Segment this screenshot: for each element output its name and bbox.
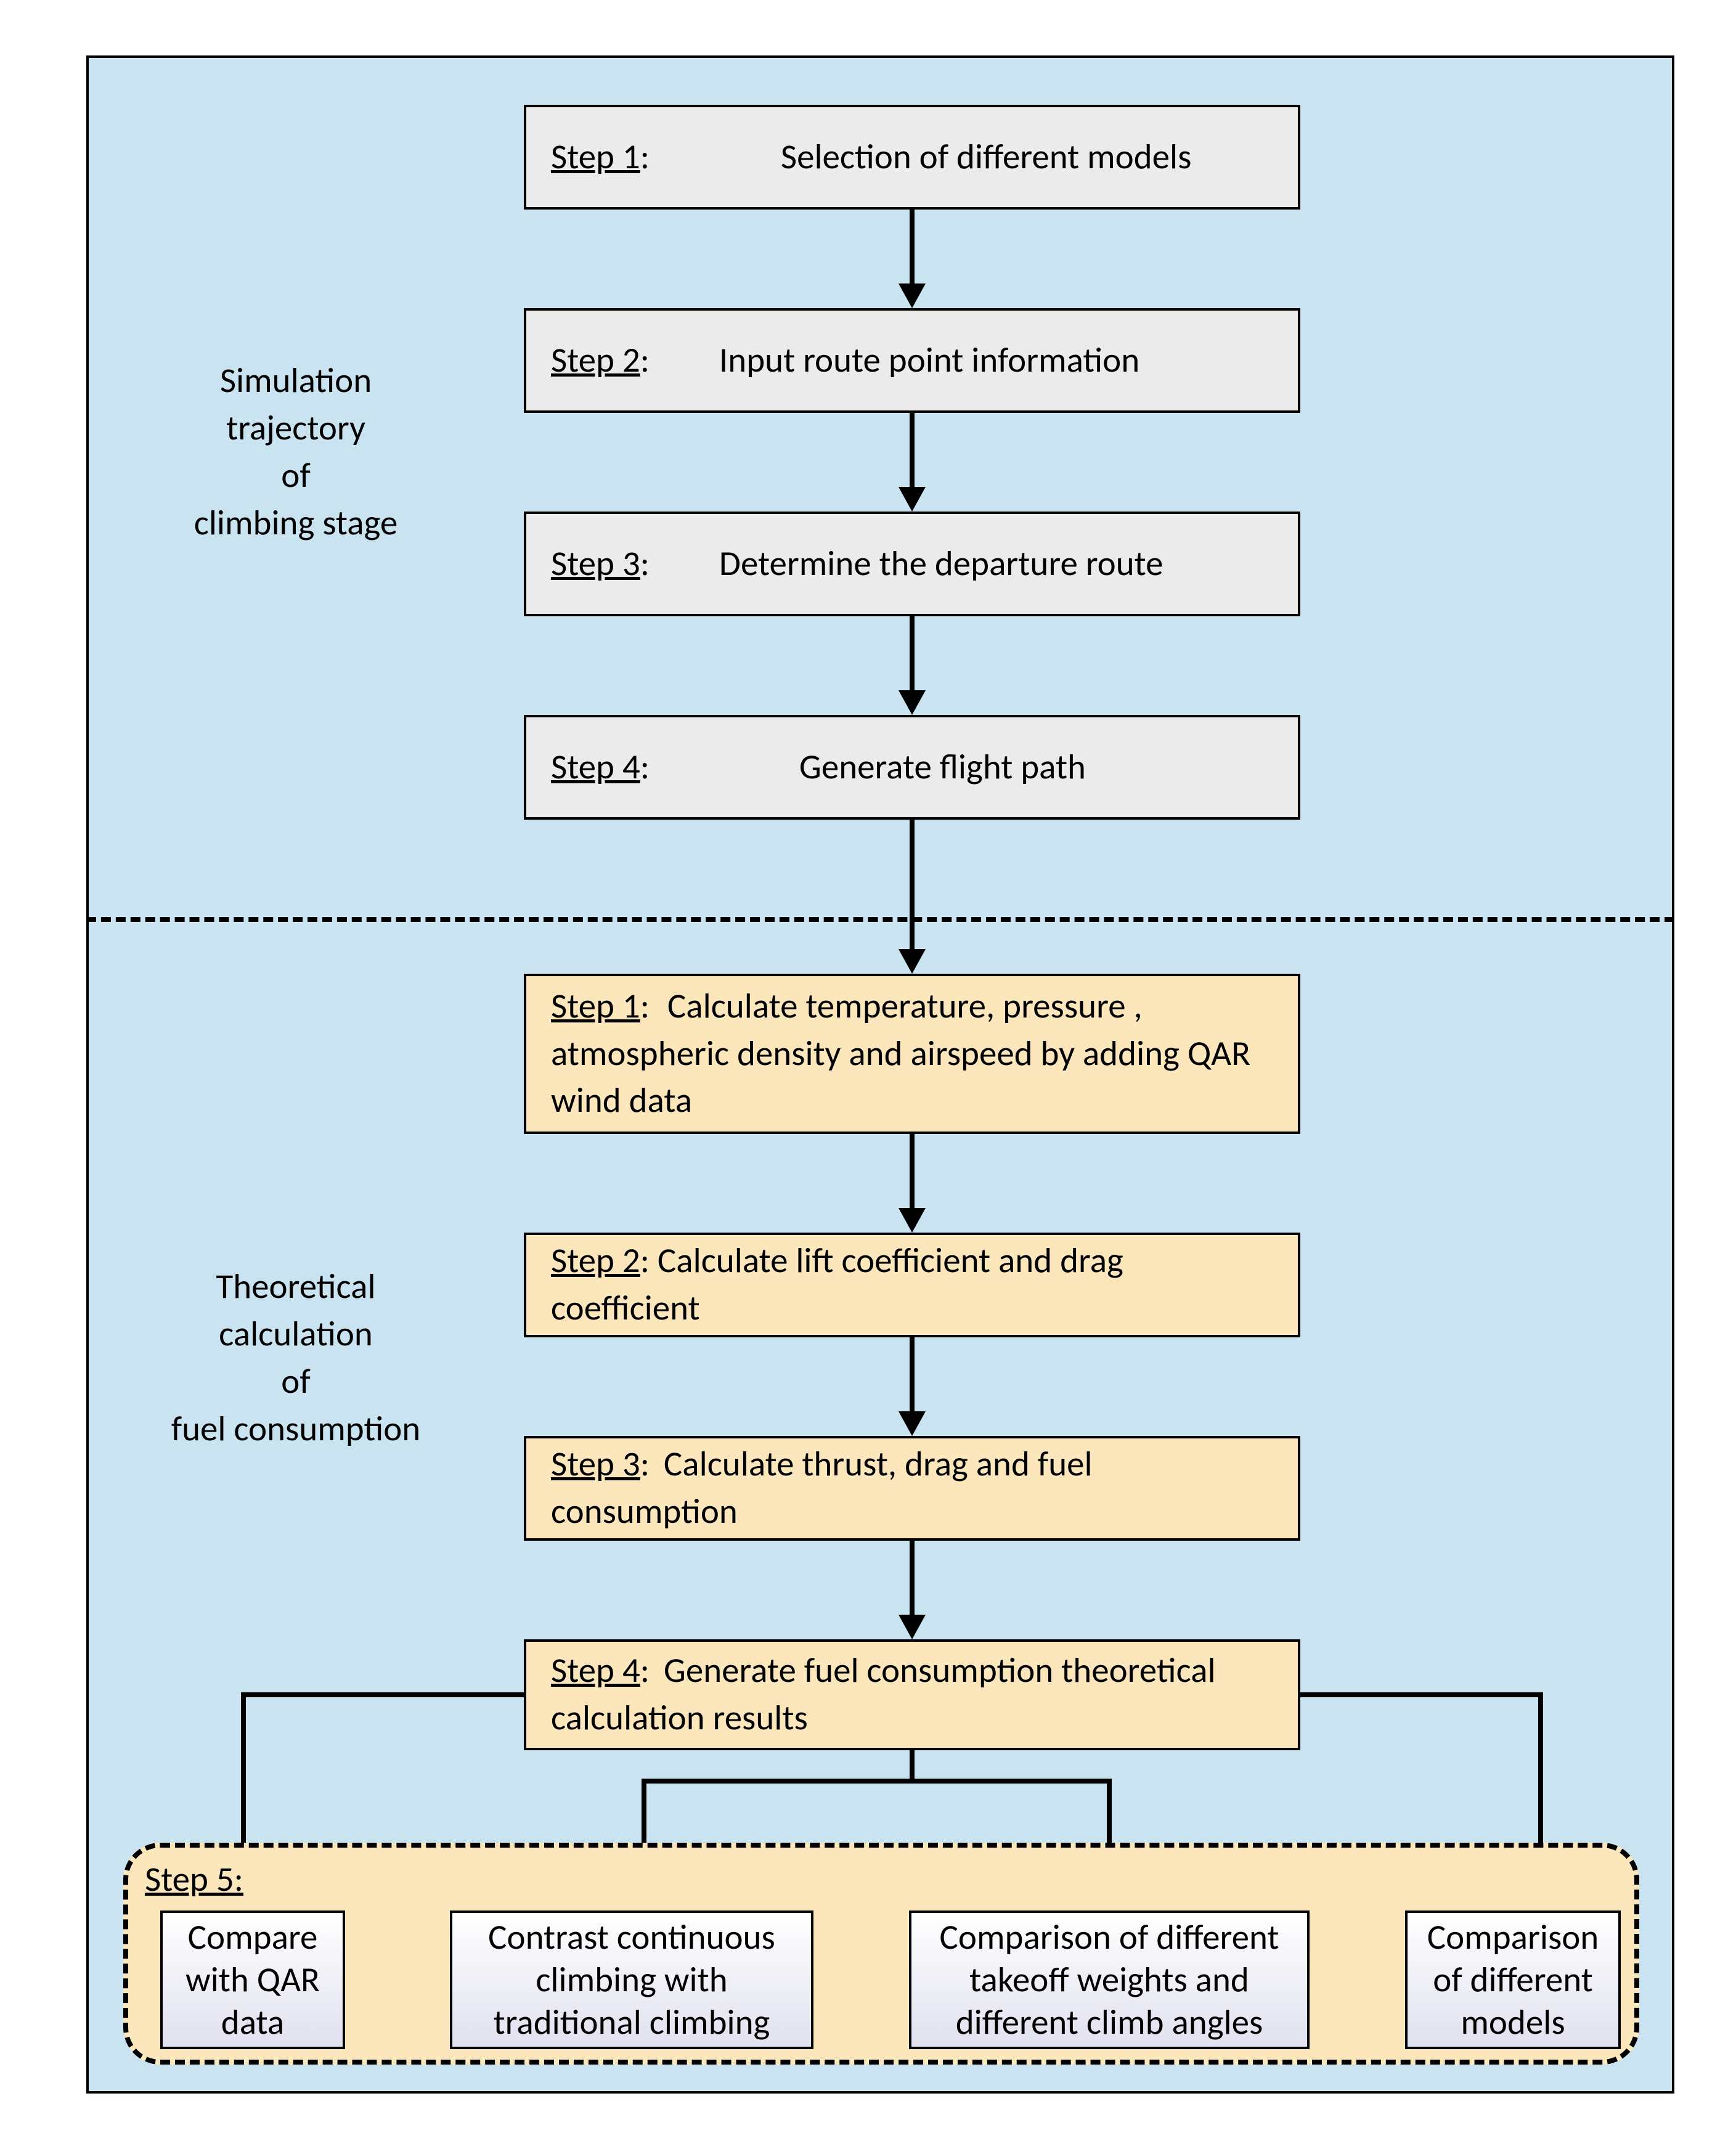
arrow-4-head <box>899 949 926 974</box>
arrow-5-head <box>899 1208 926 1233</box>
arrow-7-line <box>910 1541 915 1615</box>
section-label-simulation: Simulationtrajectoryofclimbing stage <box>129 357 462 547</box>
arrow-7-head <box>899 1615 926 1639</box>
bottom-node-2: Step 2: Calculate lift coefficient and d… <box>524 1233 1300 1337</box>
fanout-h-left <box>241 1692 524 1697</box>
arrow-3-head <box>899 690 926 715</box>
result-box-2: Contrast continuous climbing with tradit… <box>450 1910 813 2049</box>
step5-label: Step 5: <box>145 1858 243 1901</box>
top-node-4: Step 4: Generate flight path <box>524 715 1300 820</box>
flowchart-canvas: Simulationtrajectoryofclimbing stage Theo… <box>12 12 1736 2137</box>
bottom-node-1: Step 1: Calculate temperature, pressure … <box>524 974 1300 1134</box>
arrow-1-line <box>910 210 915 283</box>
result-box-3: Comparison of different takeoff weights … <box>909 1910 1310 2049</box>
result-box-1: Compare with QAR data <box>160 1910 345 2049</box>
fanout-drop-mid <box>910 1750 915 1781</box>
fanout-h-right <box>1300 1692 1543 1697</box>
bottom-node-3: Step 3: Calculate thrust, drag and fuel … <box>524 1436 1300 1541</box>
arrow-1-head <box>899 283 926 308</box>
result-box-4: Comparison of different models <box>1405 1910 1621 2049</box>
arrow-2-line <box>910 413 915 487</box>
top-node-3: Step 3: Determine the departure route <box>524 512 1300 616</box>
section-label-theoretical: Theoreticalcalculationoffuel consumption <box>92 1263 499 1453</box>
arrow-2-head <box>899 487 926 512</box>
top-node-1: Step 1: Selection of different models <box>524 105 1300 210</box>
arrow-4-line <box>910 820 915 949</box>
arrow-6-line <box>910 1337 915 1411</box>
top-node-2: Step 2: Input route point information <box>524 308 1300 413</box>
section-divider <box>86 917 1674 922</box>
arrow-3-line <box>910 616 915 690</box>
bottom-node-4: Step 4: Generate fuel consumption theore… <box>524 1639 1300 1750</box>
arrow-5-line <box>910 1134 915 1208</box>
arrow-6-head <box>899 1411 926 1436</box>
fanout-h-mid <box>642 1779 1112 1784</box>
